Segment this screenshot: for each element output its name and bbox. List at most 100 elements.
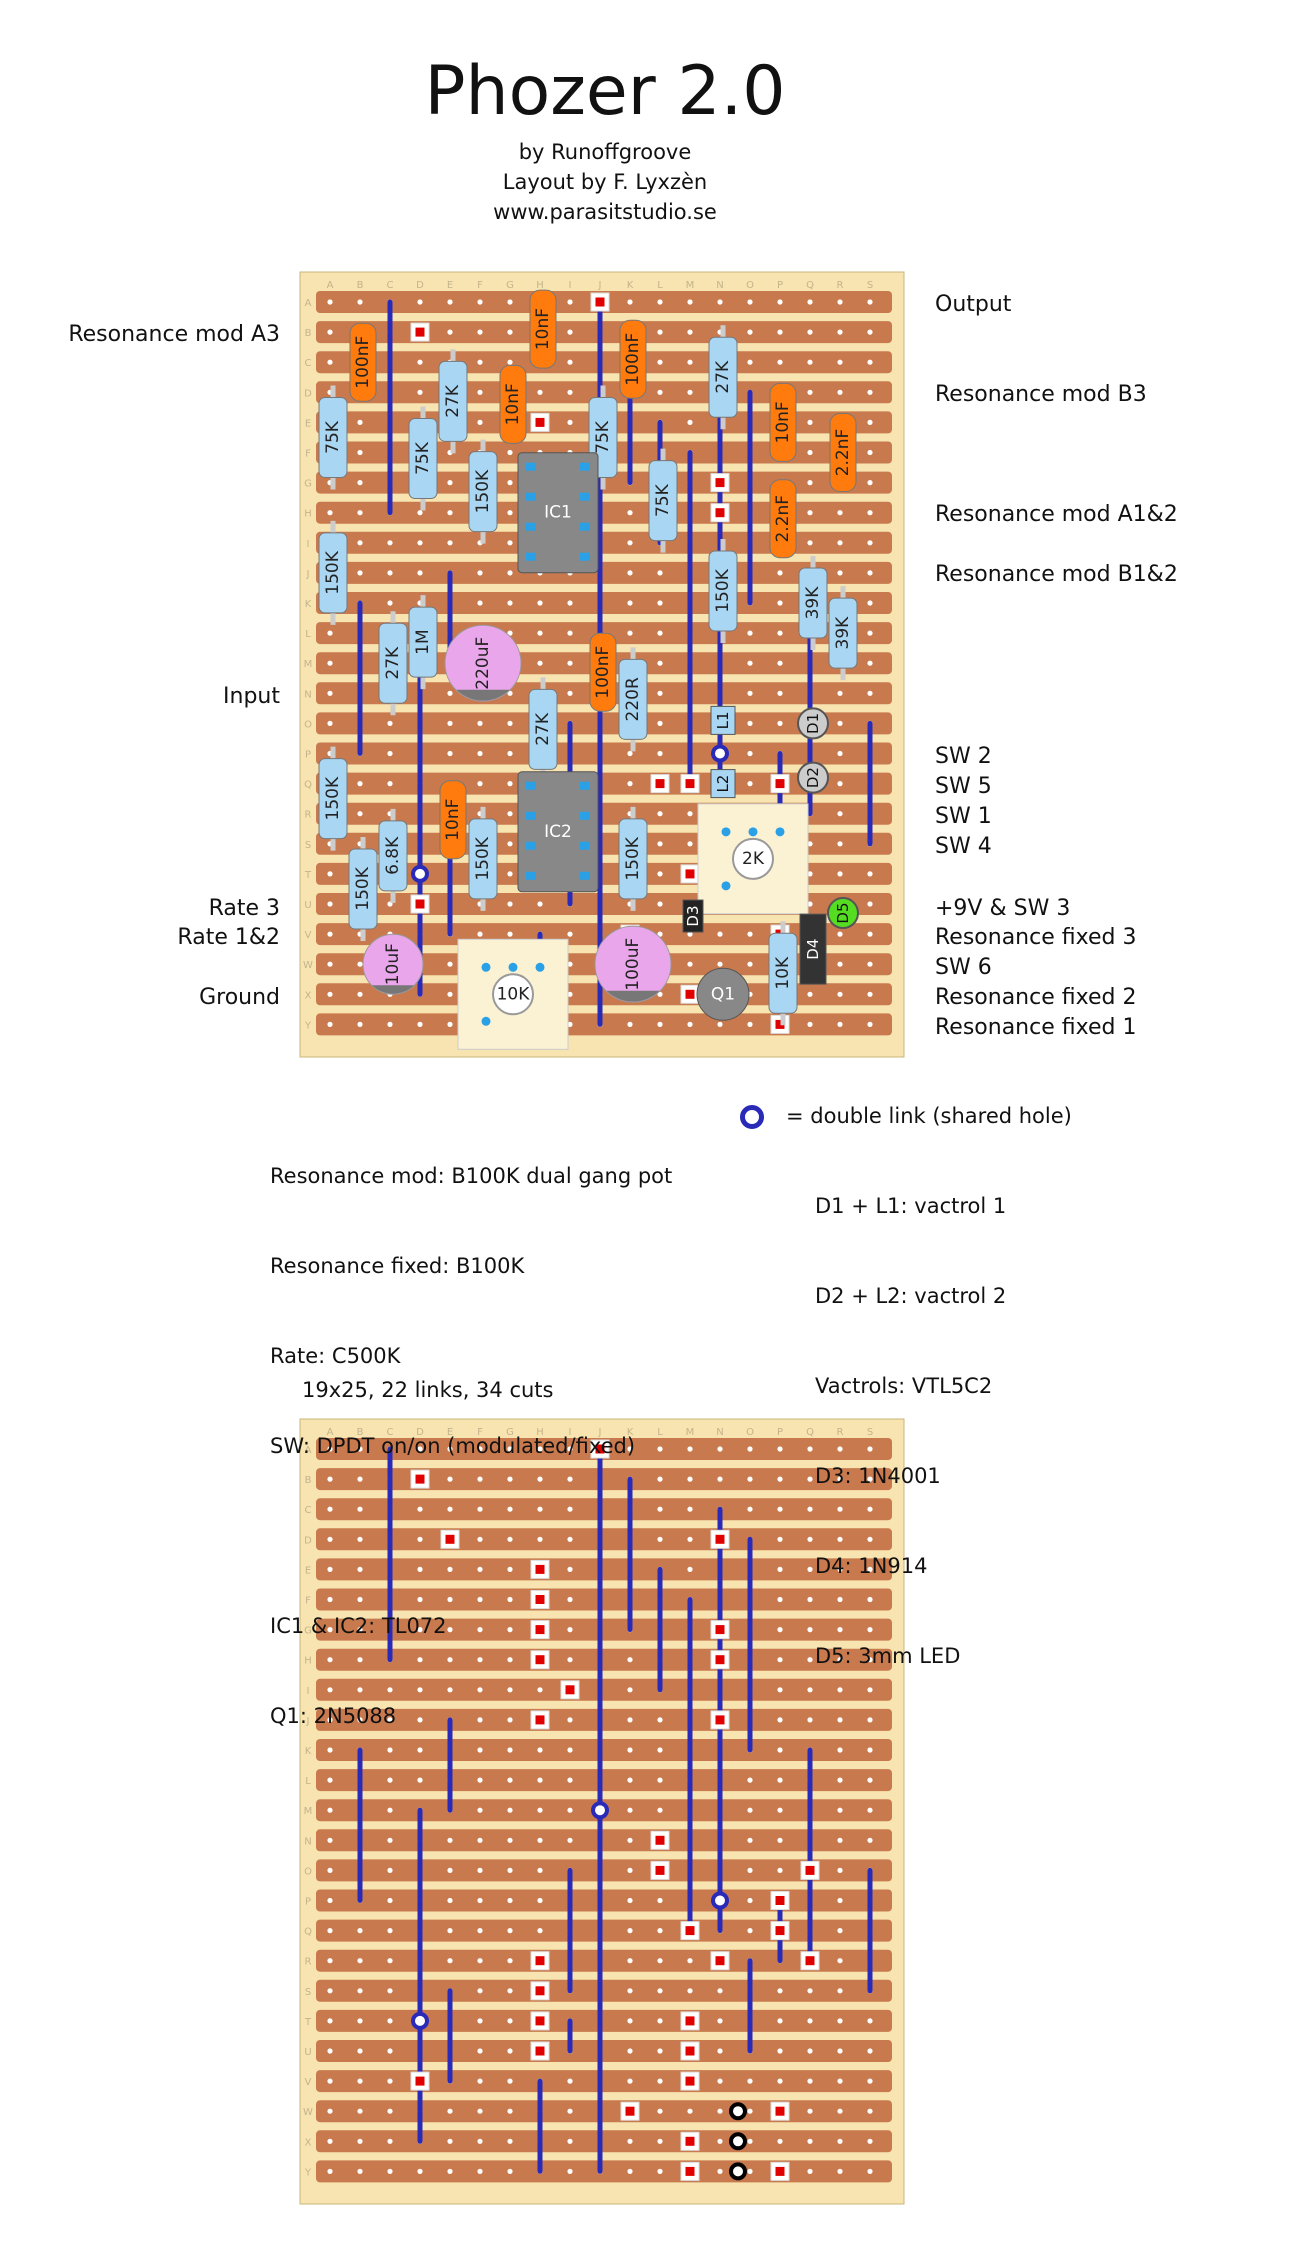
strip-hole (807, 1021, 813, 1027)
copper-strip (316, 2009, 892, 2032)
label-resonance-mod-b3: Resonance mod B3 (935, 382, 1147, 407)
res-39k-r (828, 597, 858, 669)
strip-hole (357, 570, 363, 576)
strip-hole (777, 2138, 783, 2144)
strip-hole (867, 1777, 873, 1783)
strip-hole (837, 1958, 843, 1964)
row-label: V (305, 2077, 312, 2088)
strip-hole (777, 1867, 783, 1873)
strip-hole (747, 690, 753, 696)
column-label: I (569, 280, 572, 291)
strip-hole (837, 931, 843, 937)
strip-hole (387, 781, 393, 787)
strip-hole (837, 1928, 843, 1934)
strip-hole (867, 1446, 873, 1452)
strip-hole (777, 1717, 783, 1723)
column-label: D (416, 1427, 424, 1438)
strip-hole (507, 1867, 513, 1873)
strip-hole (507, 1627, 513, 1633)
strip-hole (687, 1446, 693, 1452)
vactrol-l1 (710, 705, 736, 735)
res-150k-a-label: 150K (323, 550, 343, 594)
strip-hole (807, 2048, 813, 2054)
strip-hole (537, 1807, 543, 1813)
strip-hole (837, 750, 843, 757)
strip-hole (687, 359, 693, 365)
column-label: B (357, 1427, 364, 1438)
cap-100uf-label: 100uF (623, 938, 643, 991)
track-cut-mark (715, 478, 725, 488)
led-d5-label: D5 (834, 902, 852, 923)
page-title: Phozer 2.0 (424, 52, 786, 131)
double-link-marker (411, 864, 429, 883)
res-150k-n-label: 150K (713, 568, 733, 612)
strip-hole (327, 2018, 333, 2024)
strip-hole (807, 419, 813, 425)
strip-hole (687, 1506, 693, 1512)
strip-hole (837, 2168, 843, 2174)
track-cut-mark (775, 1019, 785, 1029)
strip-hole (747, 660, 753, 666)
ic2-tl072-pin (580, 841, 590, 850)
strip-hole (717, 2078, 723, 2084)
strip-hole (837, 2048, 843, 2054)
strip-hole (357, 1958, 363, 1964)
strip-hole (777, 630, 783, 636)
strip-hole (717, 1476, 723, 1482)
cap-220uf-stripe (456, 689, 510, 701)
strip-hole (777, 2078, 783, 2084)
strip-hole (537, 1867, 543, 1873)
strip-hole (567, 1446, 573, 1452)
cap-220uf (444, 624, 522, 702)
hole-marker (729, 2162, 747, 2181)
strip-hole (867, 1627, 873, 1633)
strip-hole (807, 1506, 813, 1512)
column-label: F (477, 280, 483, 291)
track-cut-mark (595, 1444, 605, 1454)
track-cut-mark (625, 2106, 635, 2116)
trimpot-2k-pin (721, 827, 731, 837)
track-cut-mark (535, 417, 545, 427)
strip-hole (507, 811, 513, 817)
strip-hole (327, 720, 333, 727)
strip-hole (567, 2078, 573, 2084)
strip-hole (687, 1476, 693, 1482)
strip-hole (567, 1747, 573, 1753)
strip-hole (657, 1777, 663, 1783)
strip-hole (747, 1476, 753, 1482)
copper-strip (316, 712, 892, 735)
strip-hole (747, 1446, 753, 1452)
strip-hole (687, 1536, 693, 1542)
strip-hole (837, 1566, 843, 1572)
strip-hole (567, 961, 573, 967)
vactrol-d2-label: D2 (804, 767, 822, 788)
strip-hole (567, 299, 573, 305)
strip-hole (357, 2048, 363, 2054)
strip-hole (477, 1958, 483, 1964)
strip-hole (777, 1777, 783, 1783)
label-resonance-mod-a1-2: Resonance mod A1&2 (935, 502, 1178, 527)
note-line: Resonance fixed: B100K (270, 1254, 525, 1278)
strip-hole (567, 1807, 573, 1813)
label-resonance-mod-a3: Resonance mod A3 (68, 322, 280, 347)
ic1-tl072-pin (580, 462, 590, 471)
strip-hole (747, 329, 753, 335)
strip-hole (867, 690, 873, 696)
strip-hole (507, 2138, 513, 2144)
cap-100nf-k2 (619, 319, 647, 399)
label-rate-3: Rate 3 (208, 896, 280, 921)
strip-hole (417, 359, 423, 365)
strip-hole (507, 901, 513, 907)
ic1-tl072-pin (526, 492, 536, 501)
strip-hole (477, 1476, 483, 1482)
res-27k-h-label: 27K (533, 712, 553, 746)
strip-hole (507, 871, 513, 877)
strip-hole (357, 991, 363, 997)
strip-hole (507, 570, 513, 576)
strip-hole (327, 2168, 333, 2174)
strip-hole (867, 1807, 873, 1813)
strip-hole (327, 299, 333, 305)
strip-hole (477, 2018, 483, 2024)
strip-hole (657, 299, 663, 305)
row-label: I (307, 1686, 310, 1697)
